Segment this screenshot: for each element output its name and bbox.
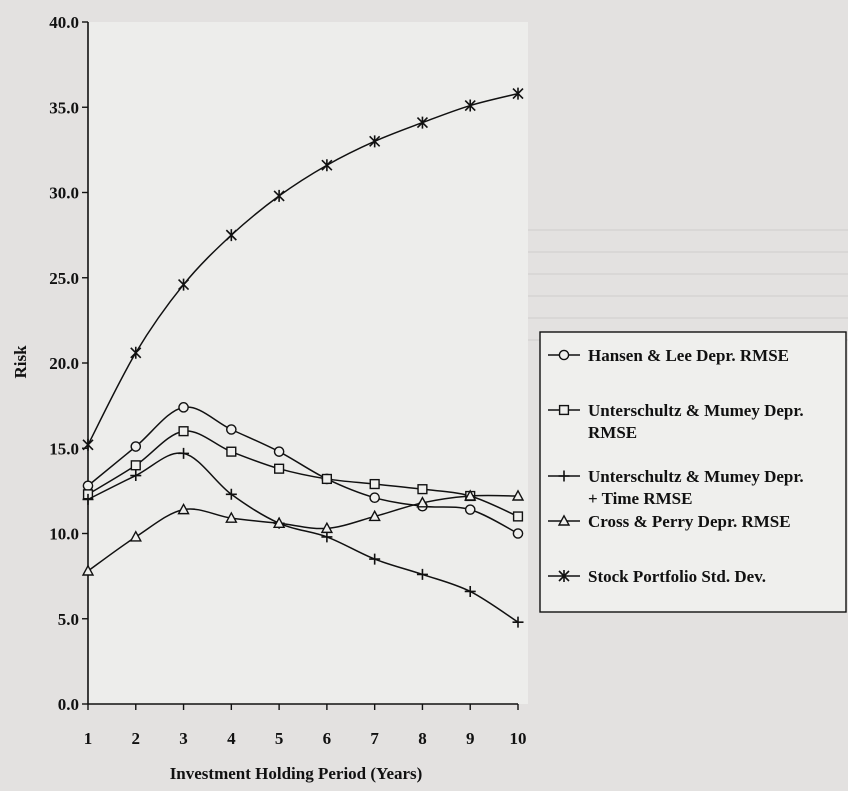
plus-data-point bbox=[130, 470, 142, 482]
plot-area bbox=[88, 22, 528, 704]
legend-triangle-marker bbox=[557, 514, 571, 526]
triangle-data-point bbox=[272, 516, 286, 528]
triangle-data-point bbox=[225, 511, 238, 523]
asterisk-data-point bbox=[416, 116, 429, 129]
plus-data-point bbox=[178, 447, 190, 459]
square-data-point bbox=[321, 473, 332, 485]
asterisk-data-point bbox=[225, 229, 237, 242]
asterisk-data-point bbox=[273, 189, 285, 202]
square-data-point bbox=[512, 511, 524, 522]
plus-data-point bbox=[82, 493, 94, 505]
circle-data-point bbox=[464, 504, 476, 515]
series-line bbox=[87, 430, 519, 518]
asterisk-data-point bbox=[177, 278, 190, 291]
triangle-data-point bbox=[320, 521, 334, 534]
x-tick-label: 6 bbox=[323, 729, 332, 748]
y-tick-label: 40.0 bbox=[49, 13, 79, 32]
series-4 bbox=[81, 489, 525, 576]
legend-label: Hansen & Lee Depr. RMSE bbox=[588, 346, 789, 365]
series-5 bbox=[82, 87, 524, 451]
square-data-point bbox=[226, 446, 237, 457]
series-3 bbox=[82, 447, 524, 628]
legend-plus-marker bbox=[558, 470, 570, 482]
legend-label: Unterschultz & Mumey Depr. + Time RMSE bbox=[588, 467, 804, 508]
circle-data-point bbox=[178, 402, 189, 413]
legend-box bbox=[539, 331, 847, 613]
y-tick-label: 25.0 bbox=[49, 269, 79, 288]
plus-data-point bbox=[416, 568, 428, 580]
square-data-point bbox=[417, 484, 428, 495]
asterisk-data-point bbox=[82, 438, 94, 451]
plus-data-point bbox=[225, 488, 237, 500]
square-data-point bbox=[369, 478, 380, 490]
triangle-data-point bbox=[368, 509, 381, 522]
plus-data-point bbox=[369, 553, 381, 565]
x-tick-label: 4 bbox=[227, 729, 236, 748]
circle-data-point bbox=[226, 424, 237, 435]
square-data-point bbox=[178, 426, 189, 437]
series-layer bbox=[81, 87, 525, 628]
series-line bbox=[87, 452, 519, 623]
triangle-data-point bbox=[464, 489, 477, 501]
triangle-data-point bbox=[511, 489, 525, 501]
legend-asterisk-marker bbox=[558, 570, 570, 582]
y-tick-label: 35.0 bbox=[49, 98, 79, 117]
y-tick-label: 15.0 bbox=[49, 439, 79, 458]
circle-data-point bbox=[130, 441, 142, 452]
legend: Hansen & Lee Depr. RMSE Unterschultz & Mu… bbox=[539, 331, 847, 613]
x-tick-label: 2 bbox=[132, 729, 141, 748]
square-data-point bbox=[274, 463, 285, 474]
series-line bbox=[87, 92, 519, 446]
square-data-point bbox=[130, 460, 141, 471]
y-tick-label: 0.0 bbox=[58, 695, 79, 714]
legend-label: Cross & Perry Depr. RMSE bbox=[588, 512, 791, 531]
x-tick-label: 8 bbox=[418, 729, 427, 748]
y-tick-label: 30.0 bbox=[49, 184, 79, 203]
triangle-data-point bbox=[416, 496, 429, 508]
plus-data-point bbox=[464, 585, 476, 597]
legend-label: Unterschultz & Mumey Depr. RMSE bbox=[588, 401, 804, 442]
y-tick-label: 5.0 bbox=[58, 610, 79, 629]
circle-data-point bbox=[369, 492, 380, 503]
x-tick-label: 1 bbox=[84, 729, 93, 748]
plus-data-point bbox=[512, 616, 524, 628]
plus-data-point bbox=[321, 531, 333, 543]
series-line bbox=[87, 494, 519, 572]
legend-circle-marker bbox=[558, 349, 570, 361]
series-line bbox=[87, 406, 519, 535]
asterisk-data-point bbox=[369, 135, 381, 148]
x-tick-label: 5 bbox=[275, 729, 284, 748]
y-axis-label: Risk bbox=[11, 345, 30, 379]
x-tick-label: 9 bbox=[466, 729, 475, 748]
x-tick-label: 10 bbox=[510, 729, 527, 748]
asterisk-data-point bbox=[321, 159, 333, 172]
asterisk-data-point bbox=[130, 346, 142, 359]
triangle-data-point bbox=[177, 502, 190, 515]
x-tick-label: 7 bbox=[370, 729, 379, 748]
y-tick-label: 20.0 bbox=[49, 354, 79, 373]
x-axis-label: Investment Holding Period (Years) bbox=[170, 764, 423, 783]
circle-data-point bbox=[82, 480, 94, 492]
triangle-data-point bbox=[129, 530, 142, 542]
asterisk-data-point bbox=[512, 87, 524, 100]
asterisk-data-point bbox=[464, 99, 476, 112]
legend-square-marker bbox=[558, 404, 570, 416]
x-tick-label: 3 bbox=[179, 729, 188, 748]
circle-data-point bbox=[273, 446, 285, 457]
circle-data-point bbox=[512, 528, 524, 539]
triangle-data-point bbox=[81, 564, 95, 576]
y-tick-label: 10.0 bbox=[49, 525, 79, 544]
axes: 0.0 5.0 10.0 15.0 20.0 25.0 30.0 35.0 40.0 1 2 3 4 5 6… bbox=[49, 13, 526, 748]
legend-label: Stock Portfolio Std. Dev. bbox=[588, 567, 766, 586]
